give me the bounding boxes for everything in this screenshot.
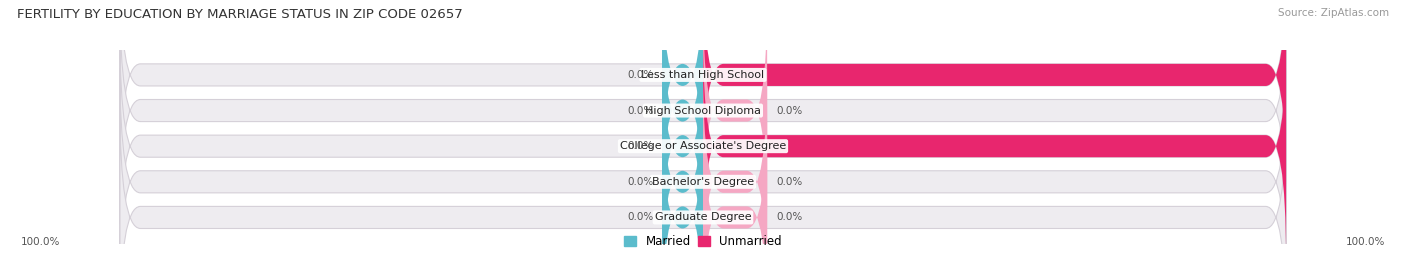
FancyBboxPatch shape — [662, 0, 703, 224]
FancyBboxPatch shape — [120, 104, 1286, 269]
FancyBboxPatch shape — [120, 0, 1286, 224]
Text: 0.0%: 0.0% — [627, 70, 654, 80]
FancyBboxPatch shape — [120, 68, 1286, 269]
Text: 100.0%: 100.0% — [21, 237, 60, 247]
Text: 0.0%: 0.0% — [776, 177, 803, 187]
Text: High School Diploma: High School Diploma — [645, 105, 761, 116]
Text: 0.0%: 0.0% — [627, 141, 654, 151]
Text: Less than High School: Less than High School — [641, 70, 765, 80]
Text: 100.0%: 100.0% — [1346, 237, 1385, 247]
FancyBboxPatch shape — [662, 0, 703, 189]
Text: Graduate Degree: Graduate Degree — [655, 213, 751, 222]
FancyBboxPatch shape — [703, 104, 768, 269]
Text: Source: ZipAtlas.com: Source: ZipAtlas.com — [1278, 8, 1389, 18]
Text: FERTILITY BY EDUCATION BY MARRIAGE STATUS IN ZIP CODE 02657: FERTILITY BY EDUCATION BY MARRIAGE STATU… — [17, 8, 463, 21]
FancyBboxPatch shape — [120, 33, 1286, 260]
Text: 100.0%: 100.0% — [1295, 70, 1339, 80]
FancyBboxPatch shape — [662, 104, 703, 269]
FancyBboxPatch shape — [662, 68, 703, 269]
Text: 0.0%: 0.0% — [627, 177, 654, 187]
FancyBboxPatch shape — [703, 68, 768, 269]
FancyBboxPatch shape — [662, 33, 703, 260]
Text: 100.0%: 100.0% — [1295, 141, 1339, 151]
Text: 0.0%: 0.0% — [776, 213, 803, 222]
Text: 0.0%: 0.0% — [627, 213, 654, 222]
Text: 0.0%: 0.0% — [776, 105, 803, 116]
Text: College or Associate's Degree: College or Associate's Degree — [620, 141, 786, 151]
Text: 0.0%: 0.0% — [627, 105, 654, 116]
FancyBboxPatch shape — [120, 0, 1286, 189]
FancyBboxPatch shape — [703, 0, 1286, 189]
FancyBboxPatch shape — [703, 33, 1286, 260]
FancyBboxPatch shape — [703, 0, 768, 224]
Legend: Married, Unmarried: Married, Unmarried — [624, 235, 782, 248]
Text: Bachelor's Degree: Bachelor's Degree — [652, 177, 754, 187]
